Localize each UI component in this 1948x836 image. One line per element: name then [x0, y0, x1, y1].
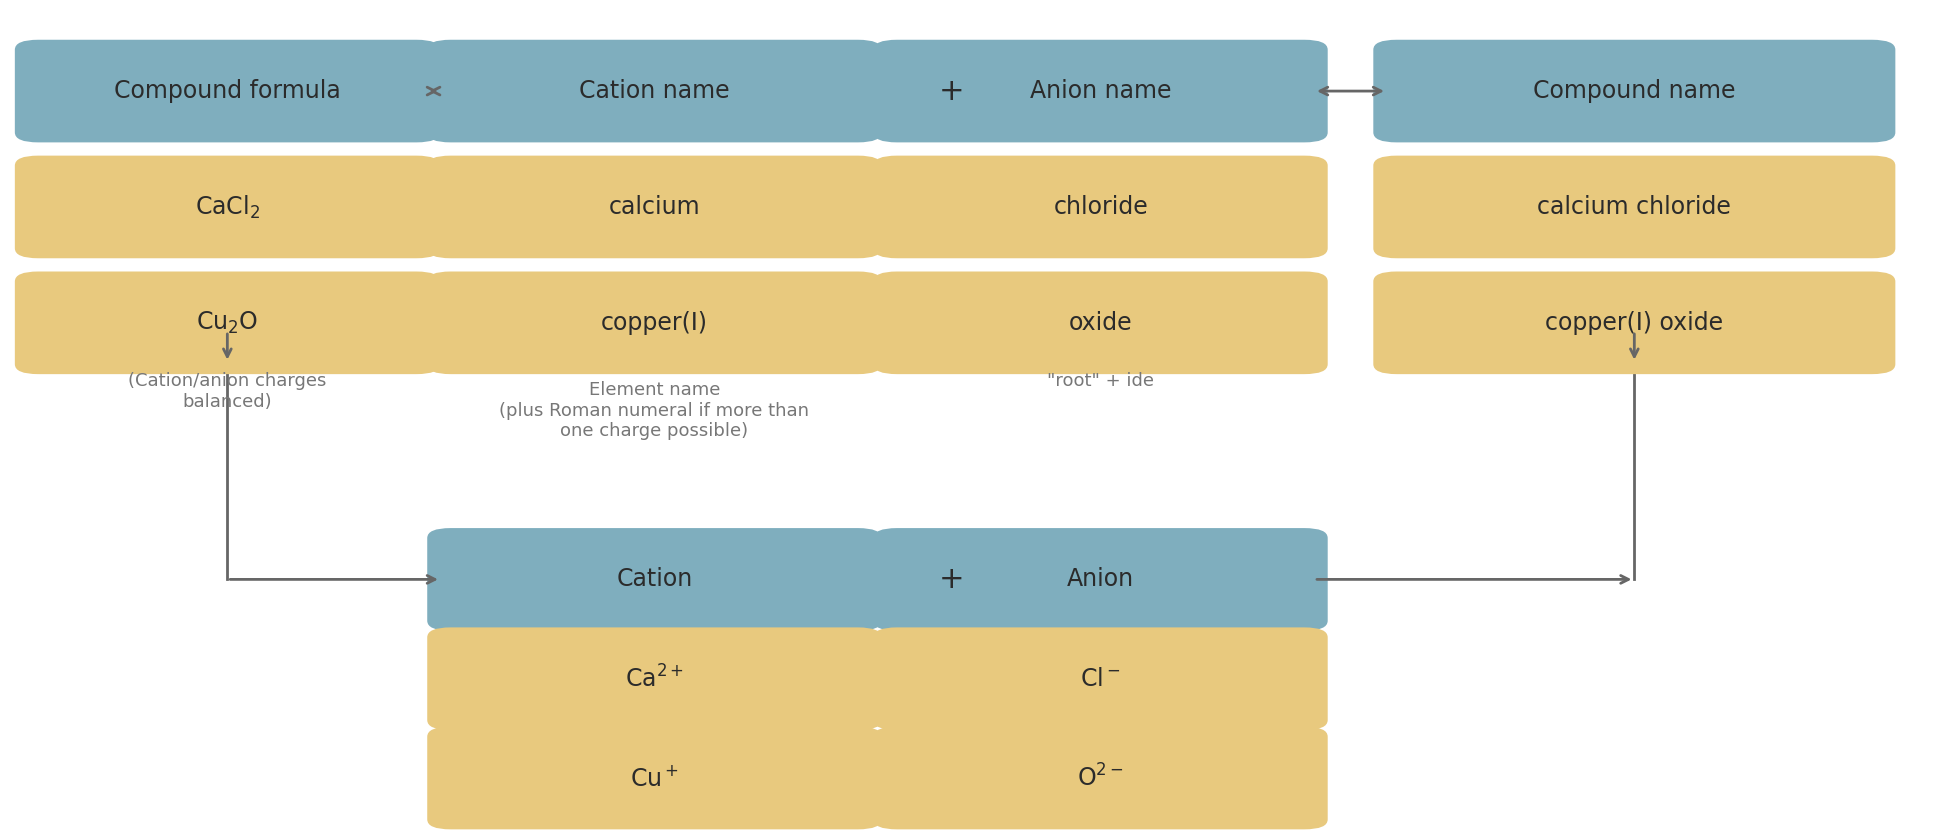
Text: Anion: Anion	[1068, 568, 1134, 591]
FancyBboxPatch shape	[873, 40, 1327, 142]
FancyBboxPatch shape	[1373, 155, 1893, 258]
Text: Compound formula: Compound formula	[113, 79, 341, 103]
Text: O$^{2-}$: O$^{2-}$	[1077, 764, 1124, 792]
Text: chloride: chloride	[1052, 195, 1147, 219]
FancyBboxPatch shape	[873, 627, 1327, 730]
Text: (Cation/anion charges
balanced): (Cation/anion charges balanced)	[129, 373, 327, 411]
Text: CaCl$_2$: CaCl$_2$	[195, 193, 259, 221]
FancyBboxPatch shape	[427, 528, 880, 630]
FancyBboxPatch shape	[873, 155, 1327, 258]
FancyBboxPatch shape	[873, 528, 1327, 630]
FancyBboxPatch shape	[16, 40, 440, 142]
FancyBboxPatch shape	[1373, 40, 1893, 142]
FancyBboxPatch shape	[16, 272, 440, 375]
FancyBboxPatch shape	[873, 272, 1327, 375]
Text: +: +	[937, 77, 964, 105]
FancyBboxPatch shape	[427, 726, 880, 829]
Text: Ca$^{2+}$: Ca$^{2+}$	[625, 665, 684, 692]
Text: calcium chloride: calcium chloride	[1537, 195, 1730, 219]
FancyBboxPatch shape	[427, 40, 880, 142]
FancyBboxPatch shape	[427, 627, 880, 730]
FancyBboxPatch shape	[427, 272, 880, 375]
Text: copper(I) oxide: copper(I) oxide	[1545, 311, 1722, 335]
FancyBboxPatch shape	[427, 155, 880, 258]
Text: calcium: calcium	[608, 195, 699, 219]
FancyBboxPatch shape	[16, 155, 440, 258]
Text: +: +	[937, 565, 964, 594]
Text: copper(I): copper(I)	[600, 311, 707, 335]
Text: Cl$^-$: Cl$^-$	[1079, 667, 1120, 691]
Text: Cation: Cation	[616, 568, 692, 591]
Text: Anion name: Anion name	[1029, 79, 1171, 103]
Text: "root" + ide: "root" + ide	[1046, 373, 1153, 390]
FancyBboxPatch shape	[873, 726, 1327, 829]
Text: Cu$_2$O: Cu$_2$O	[197, 309, 259, 336]
Text: Compound name: Compound name	[1533, 79, 1734, 103]
FancyBboxPatch shape	[1373, 272, 1893, 375]
Text: Cation name: Cation name	[579, 79, 729, 103]
Text: oxide: oxide	[1068, 311, 1132, 335]
Text: Cu$^+$: Cu$^+$	[629, 766, 678, 791]
Text: Element name
(plus Roman numeral if more than
one charge possible): Element name (plus Roman numeral if more…	[499, 380, 808, 441]
